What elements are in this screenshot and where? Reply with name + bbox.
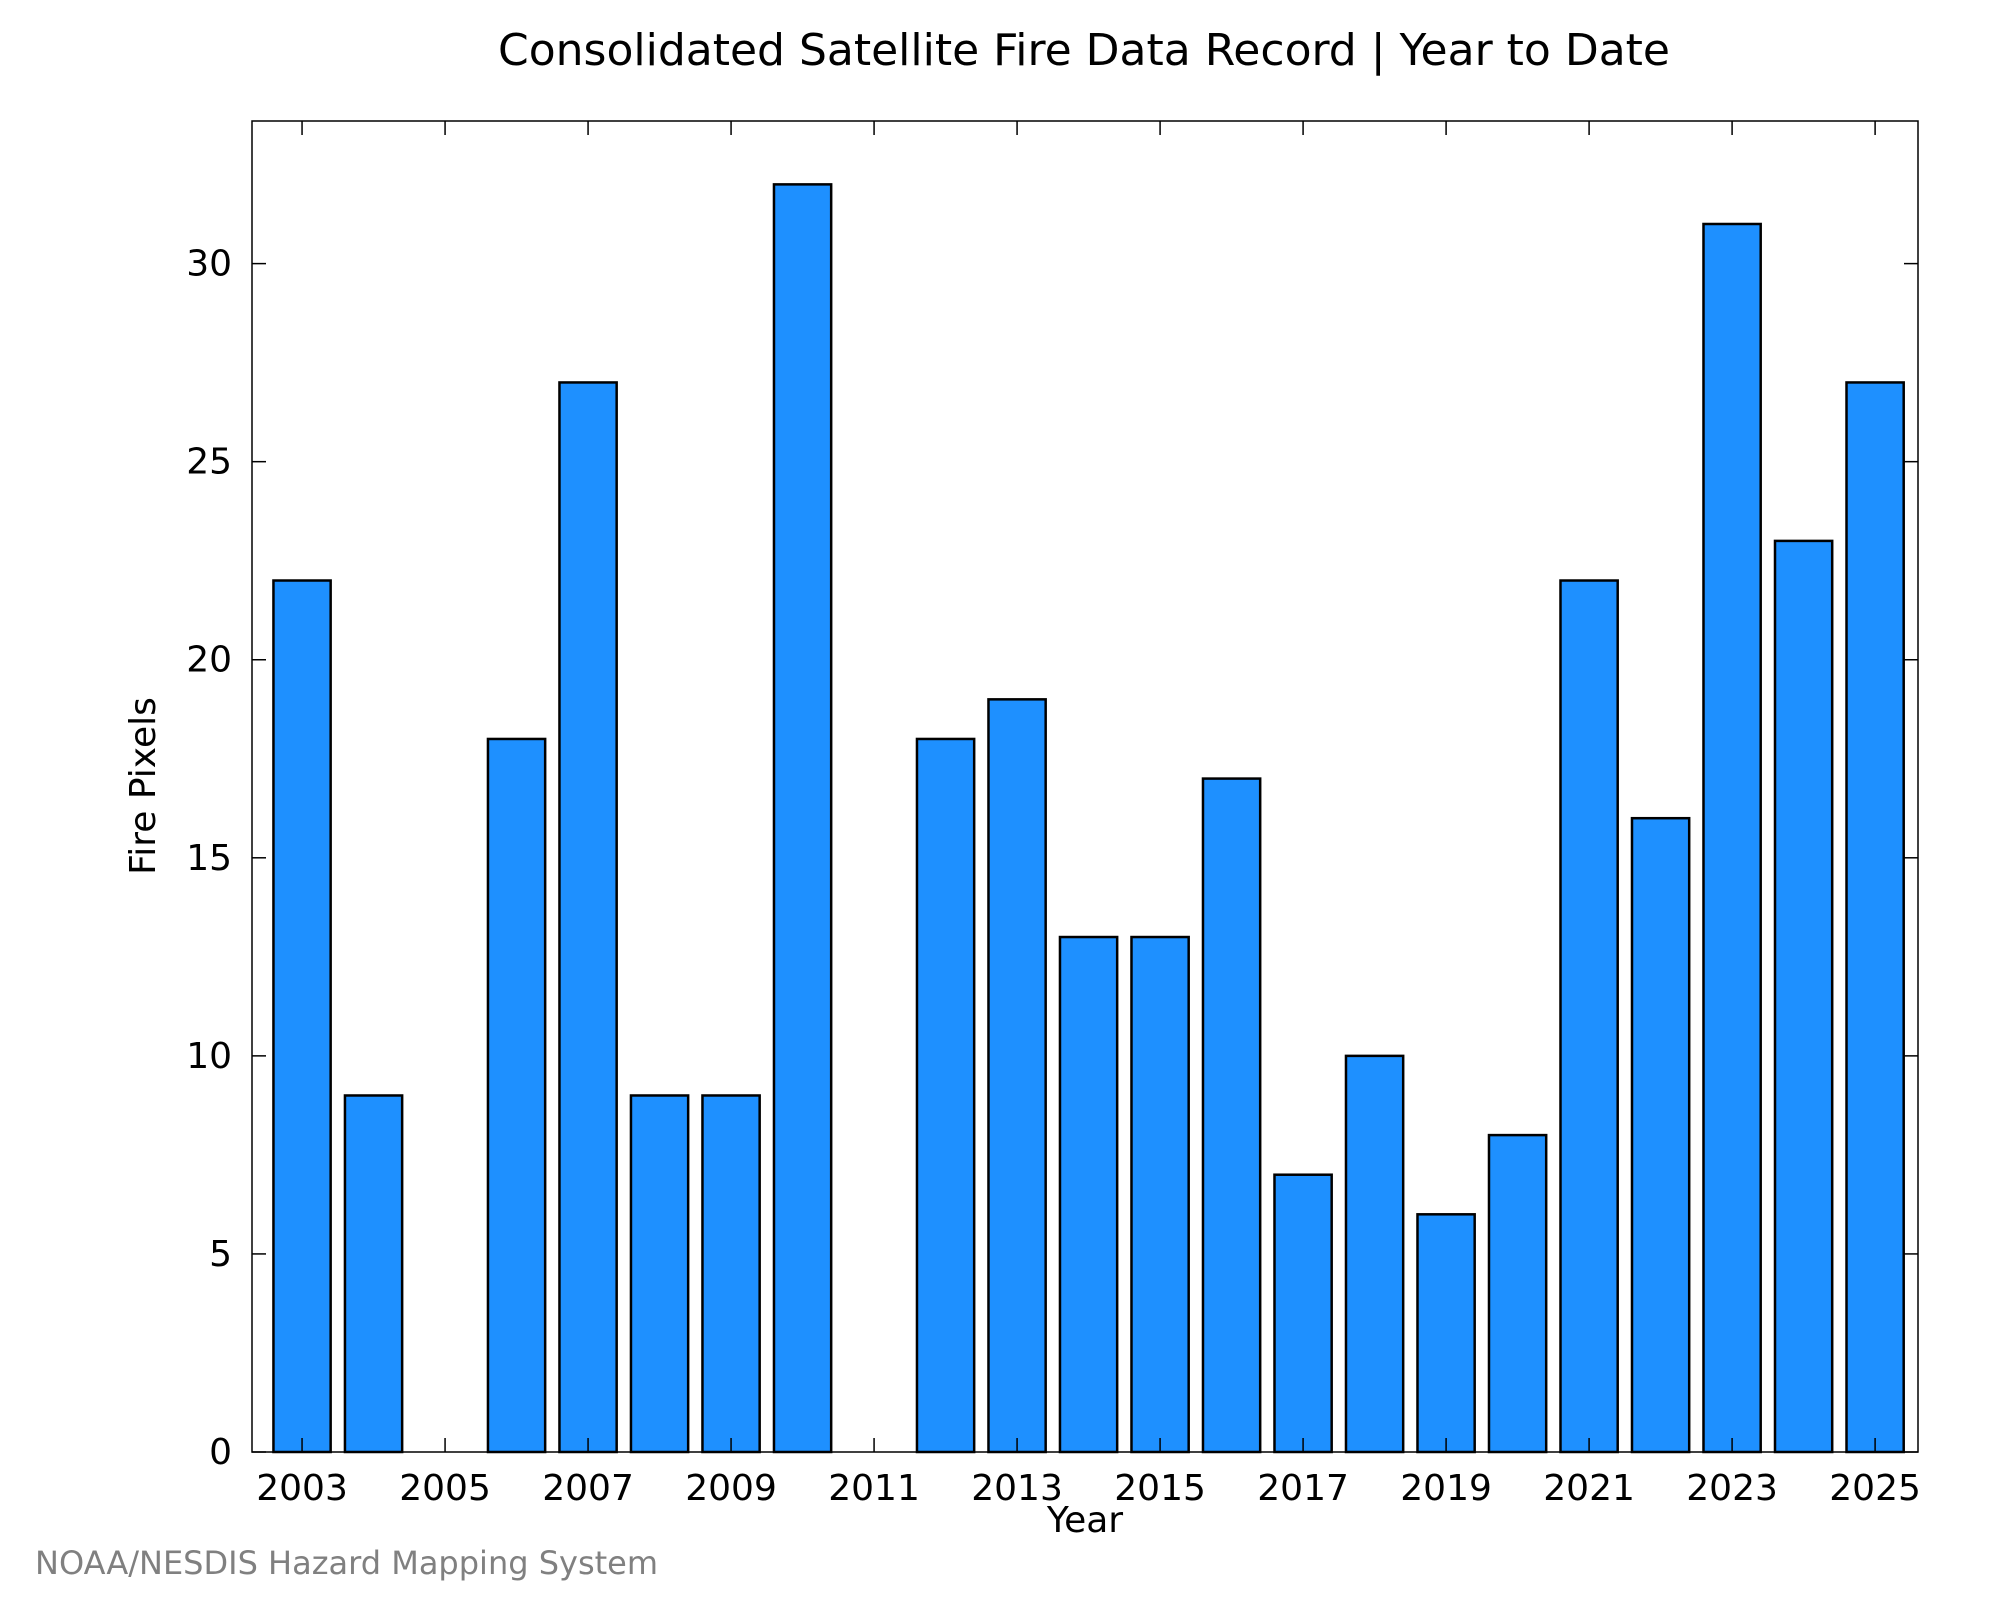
bar-2013 [987,698,1047,1454]
y-tick-label-20: 20 [186,640,232,681]
bar-2016 [1201,777,1262,1454]
bar-2025 [1845,381,1905,1454]
credit-text: NOAA/NESDIS Hazard Mapping System [35,1544,658,1582]
x-tick-label-2003: 2003 [256,1468,348,1509]
bar-2014 [1058,935,1119,1454]
x-tick-label-2005: 2005 [399,1468,491,1509]
y-tick-label-30: 30 [186,244,232,285]
x-tick-label-2007: 2007 [542,1468,634,1509]
plot-frame [251,120,1919,1453]
y-tick-label-10: 10 [186,1036,232,1077]
x-tick-label-2021: 2021 [1543,1468,1635,1509]
bar-2015 [1130,935,1190,1454]
bar-2019 [1416,1213,1476,1454]
y-tick-label-25: 25 [186,442,232,483]
y-tick-label-0: 0 [209,1432,232,1473]
bar-2021 [1559,579,1619,1454]
x-axis-label: Year [1046,1500,1123,1541]
x-tick-label-2019: 2019 [1400,1468,1492,1509]
y-axis-label: Fire Pixels [123,697,164,875]
bar-2020 [1487,1133,1548,1454]
bar-2007 [558,381,618,1454]
x-tick-label-2013: 2013 [971,1468,1063,1509]
y-tick-label-15: 15 [186,838,232,879]
bar-2004 [343,1094,404,1454]
bar-2022 [1630,816,1691,1454]
bar-2010 [772,183,833,1454]
chart-title: Consolidated Satellite Fire Data Record … [498,25,1670,76]
x-tick-label-2023: 2023 [1686,1468,1778,1509]
bar-2024 [1773,539,1834,1454]
bars-layer [272,183,1905,1454]
bar-2018 [1344,1054,1405,1454]
bar-2012 [915,737,976,1454]
x-tick-label-2025: 2025 [1829,1468,1921,1509]
bar-2006 [486,737,547,1454]
y-tick-label-5: 5 [209,1234,232,1275]
bar-2003 [272,579,332,1454]
bar-2009 [701,1094,761,1454]
x-tick-label-2017: 2017 [1257,1468,1349,1509]
bar-2023 [1702,222,1762,1454]
bar-2008 [629,1094,690,1454]
bar-2017 [1273,1173,1333,1454]
x-tick-label-2009: 2009 [685,1468,777,1509]
x-tick-label-2011: 2011 [828,1468,920,1509]
x-tick-label-2015: 2015 [1114,1468,1206,1509]
